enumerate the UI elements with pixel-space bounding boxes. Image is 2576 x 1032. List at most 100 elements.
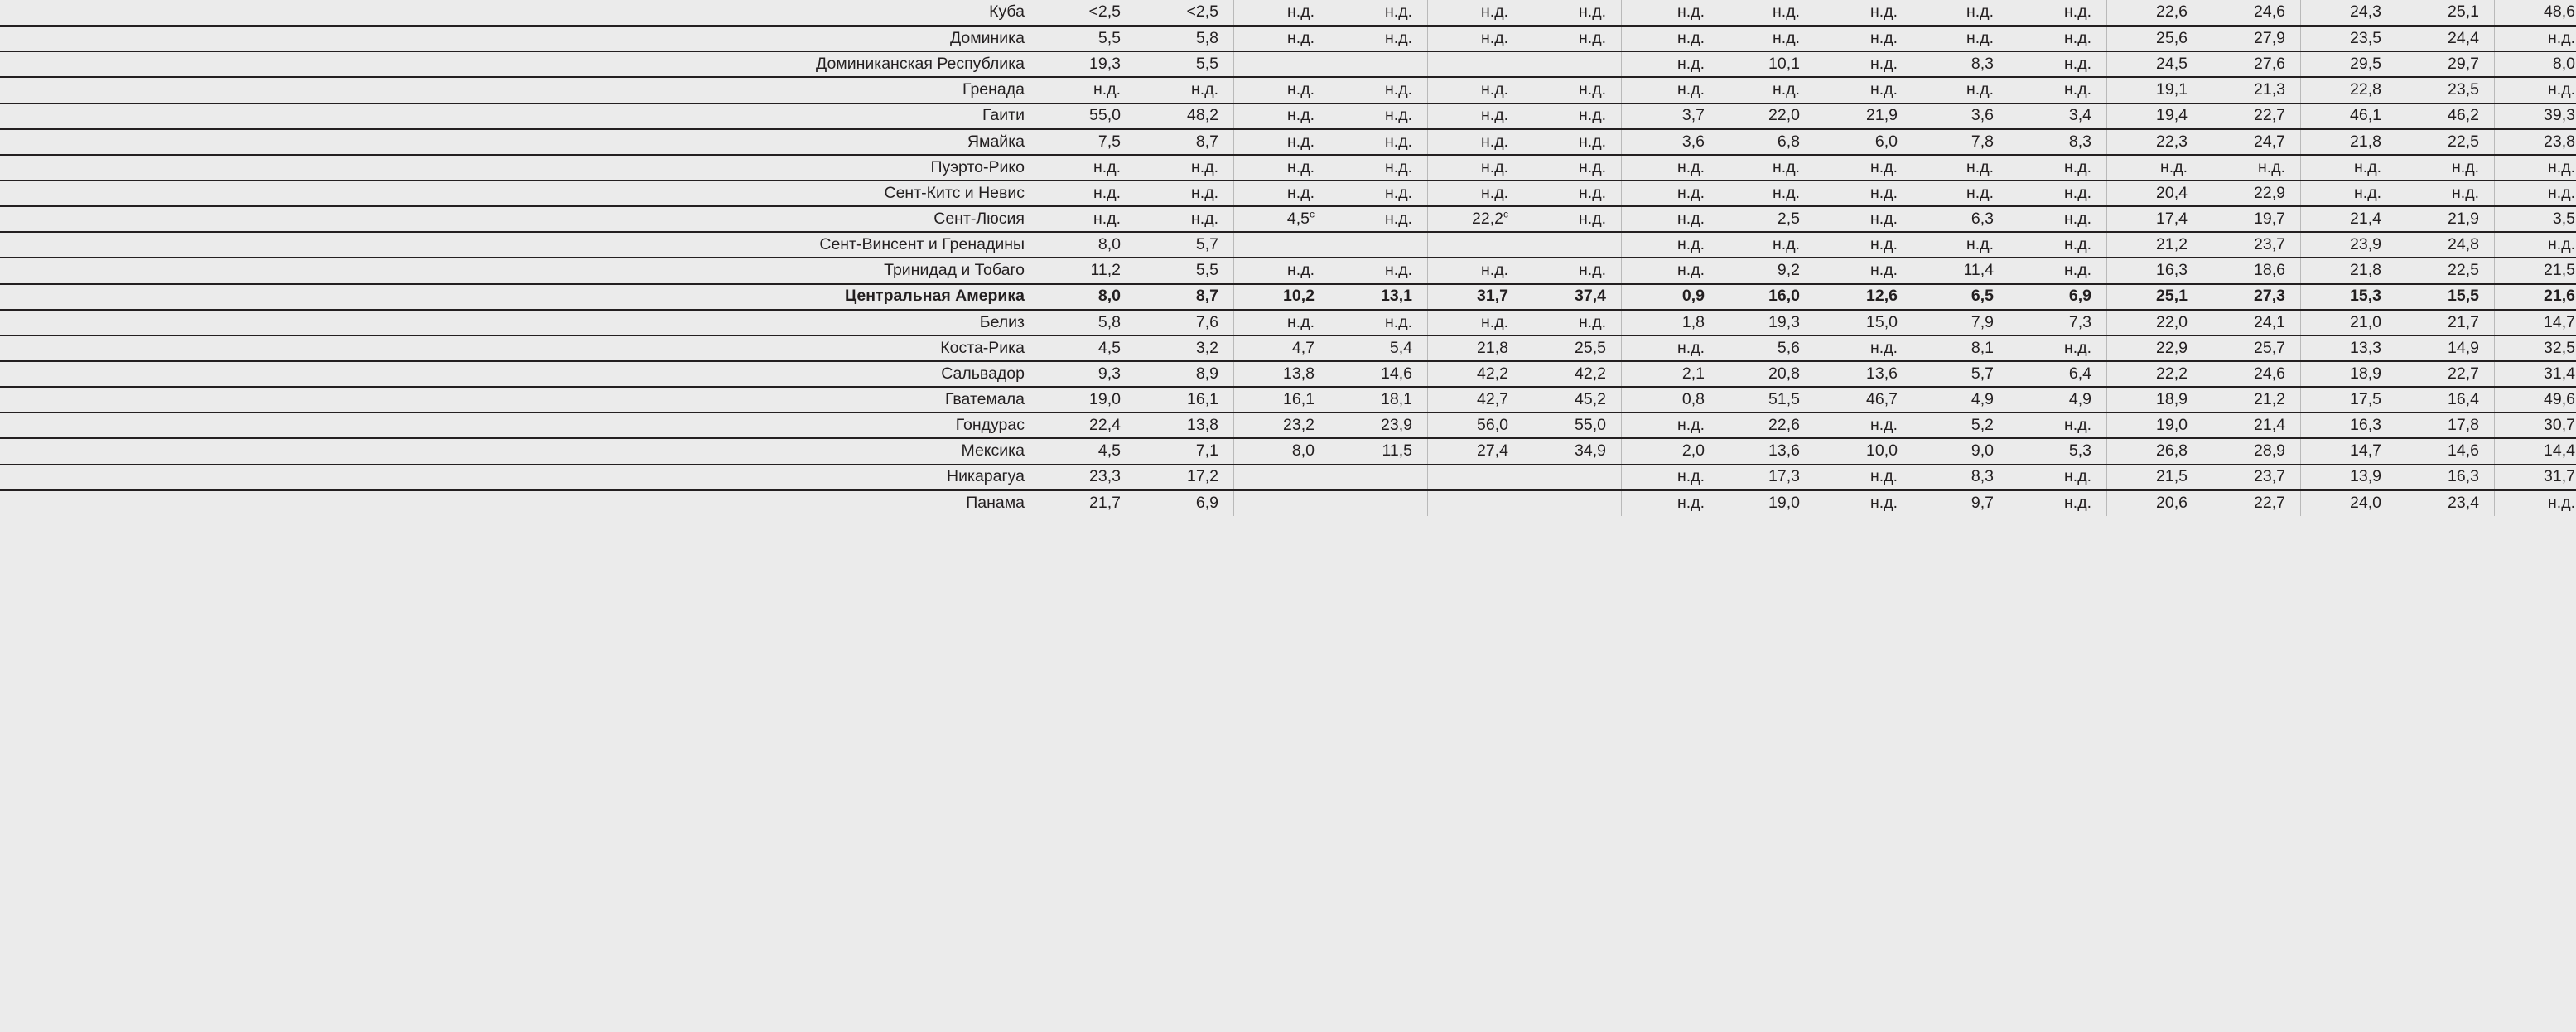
data-cell: 18,9 (2300, 359, 2396, 388)
data-cell: н.д. (1233, 153, 1329, 181)
data-cell: 21,8 (2300, 128, 2396, 155)
data-cell: 22,6 (2106, 0, 2202, 27)
data-cell: н.д. (1136, 76, 1234, 104)
data-cell: 25,1 (2106, 282, 2202, 310)
data-cell: н.д. (1427, 257, 1523, 284)
data-cell: н.д. (1329, 0, 1428, 27)
data-cell: 3,7 (1621, 102, 1720, 129)
data-cell: 22,7 (2202, 102, 2301, 129)
data-cell: н.д. (1040, 153, 1136, 181)
data-cell: 21,3 (2202, 76, 2301, 104)
data-cell (1523, 489, 1622, 516)
data-cell: н.д. (1621, 412, 1720, 439)
data-cell: 24,1 (2202, 308, 2301, 335)
data-cell: 4,7 (1233, 334, 1329, 361)
data-cell: н.д. (1913, 0, 2009, 27)
data-cell: 24,6 (2202, 0, 2301, 27)
data-cell: 19,4 (2106, 102, 2202, 129)
data-cell: 7,1 (1136, 437, 1234, 465)
data-cell: 11,2 (1040, 257, 1136, 284)
data-cell: 14,9 (2396, 334, 2495, 361)
data-cell: 31,7 (2494, 463, 2576, 490)
data-cell: н.д. (2009, 489, 2107, 516)
data-cell: 3,6 (1913, 102, 2009, 129)
data-cell: н.д. (1523, 0, 1622, 27)
data-cell: 19,0 (1040, 386, 1136, 413)
data-cell: н.д. (2009, 205, 2107, 233)
data-cell: н.д. (1329, 76, 1428, 104)
data-cell: 20,8 (1720, 359, 1815, 388)
table-row: Сент-Китс и Невис н.д. н.д. н.д. н.д. н.д. н.д… (0, 179, 2576, 207)
row-label: Сальвадор (0, 359, 1040, 388)
data-cell: 9,2 (1720, 257, 1815, 284)
table-row: Пуэрто-Рико н.д. н.д. н.д. н.д. н.д. н.д. н.д. н… (0, 153, 2576, 181)
data-cell: 55,0 (1523, 412, 1622, 439)
data-cell: н.д. (1329, 308, 1428, 335)
data-cell (1329, 463, 1428, 490)
data-cell: н.д. (1720, 25, 1815, 52)
data-cell (1233, 51, 1329, 78)
data-cell: 5,5 (1136, 51, 1234, 78)
row-label: Гаити (0, 102, 1040, 129)
data-cell: <2,5 (1136, 0, 1234, 27)
data-cell: 22,5 (2396, 128, 2495, 155)
data-cell: 12,6 (1815, 282, 1913, 310)
data-cell: н.д. (1427, 308, 1523, 335)
data-cell: 8,3 (1913, 51, 2009, 78)
data-cell: 13,9 (2300, 463, 2396, 490)
data-cell: 11,4 (1913, 257, 2009, 284)
data-cell: 14,4 (2494, 437, 2576, 465)
data-cell: 24,7 (2202, 128, 2301, 155)
data-cell: н.д. (1329, 179, 1428, 207)
data-cell (1523, 463, 1622, 490)
data-cell: н.д. (1720, 76, 1815, 104)
data-cell: н.д. (1523, 76, 1622, 104)
data-cell: <2,5 (1040, 0, 1136, 27)
data-cell: н.д. (1427, 128, 1523, 155)
data-cell: 8,7 (1136, 282, 1234, 310)
data-cell: 6,0 (1815, 128, 1913, 155)
data-cell: 17,8 (2396, 412, 2495, 439)
data-cell: 48,6 (2494, 0, 2576, 27)
data-cell: н.д. (2494, 153, 2576, 181)
data-cell: н.д. (1427, 153, 1523, 181)
data-cell: н.д. (1815, 0, 1913, 27)
data-cell: 27,4 (1427, 437, 1523, 465)
data-cell: 22,5 (2396, 257, 2495, 284)
data-cell: 27,9 (2202, 25, 2301, 52)
data-cell: н.д. (1913, 179, 2009, 207)
data-cell (1329, 489, 1428, 516)
data-cell: н.д. (2494, 179, 2576, 207)
data-cell: н.д. (1621, 205, 1720, 233)
row-label: Доминиканская Республика (0, 51, 1040, 78)
data-cell: н.д. (1329, 128, 1428, 155)
data-cell: н.д. (1913, 76, 2009, 104)
data-cell: 7,9 (1913, 308, 2009, 335)
data-cell: 31,4 (2494, 359, 2576, 388)
data-cell: н.д. (1523, 102, 1622, 129)
data-cell: 18,1 (1329, 386, 1428, 413)
data-cell: 21,2 (2202, 386, 2301, 413)
data-cell: 21,6 (2494, 282, 2576, 310)
data-cell: 17,5 (2300, 386, 2396, 413)
data-cell: н.д. (1720, 153, 1815, 181)
data-cell: 21,5 (2494, 257, 2576, 284)
row-label: Куба (0, 0, 1040, 27)
table-row: Белиз 5,8 7,6 н.д. н.д. н.д. н.д. 1,8 19,3 15,0 7,… (0, 308, 2576, 335)
data-cell: н.д. (2300, 153, 2396, 181)
data-cell: 34,9 (1523, 437, 1622, 465)
table-row-total: Центральная Америка 8,0 8,7 10,2 13,1 31,7 37,… (0, 282, 2576, 310)
data-cell: 25,1 (2396, 0, 2495, 27)
data-cell: 46,1 (2300, 102, 2396, 129)
data-cell: 8,3 (1913, 463, 2009, 490)
data-cell: 13,1 (1329, 282, 1428, 310)
data-cell: н.д. (1233, 0, 1329, 27)
data-cell: 22,7 (2396, 359, 2495, 388)
data-cell: н.д. (2494, 231, 2576, 258)
row-label: Сент-Люсия (0, 205, 1040, 233)
data-cell: н.д. (1720, 231, 1815, 258)
table-row: Ямайка 7,5 8,7 н.д. н.д. н.д. н.д. 3,6 6,8 6,0 7,8… (0, 128, 2576, 155)
data-cell: н.д. (1621, 0, 1720, 27)
data-cell: н.д. (1720, 0, 1815, 27)
data-cell: 24,8 (2396, 231, 2495, 258)
